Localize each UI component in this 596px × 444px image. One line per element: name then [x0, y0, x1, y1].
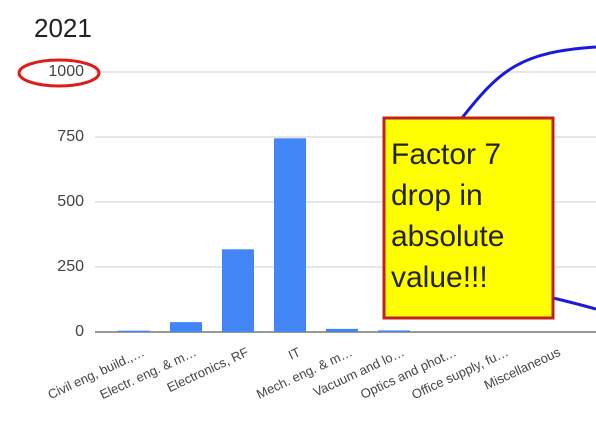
chart-title: 2021 — [34, 13, 92, 43]
bar — [378, 330, 410, 332]
annotation-text: value!!! — [391, 261, 488, 294]
bar — [118, 330, 150, 332]
y-tick-label: 500 — [57, 193, 84, 210]
annotation-text: drop in — [391, 179, 483, 212]
y-tick-label: 0 — [75, 323, 84, 340]
highlight-ellipse — [17, 58, 101, 88]
connector-line — [460, 45, 596, 119]
bar — [274, 138, 306, 332]
annotation-box — [382, 116, 555, 320]
bar — [170, 322, 202, 332]
y-tick-label: 750 — [57, 128, 84, 145]
bar — [222, 249, 254, 332]
annotation-text: Factor 7 — [391, 138, 501, 171]
bar — [326, 328, 358, 332]
annotation: Factor 7 drop in absolute value!!! — [391, 138, 504, 294]
y-tick-label: 250 — [57, 258, 84, 275]
x-tick-label: IT — [286, 344, 303, 363]
connector-line — [552, 296, 596, 311]
y-tick-label: 1000 — [48, 63, 84, 80]
annotation-text: absolute — [391, 220, 504, 253]
